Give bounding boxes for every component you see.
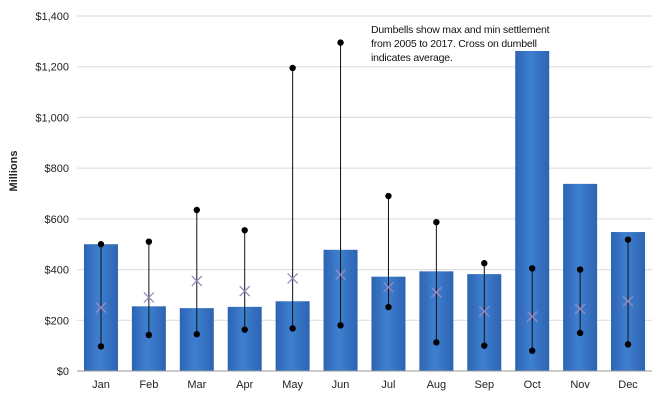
- x-tick-label: Feb: [139, 379, 158, 391]
- dumbbell-min-point: [624, 341, 632, 348]
- gridlines: [77, 15, 652, 321]
- dumbbell-max-point: [481, 260, 488, 267]
- dumbbell-max-point: [624, 236, 632, 243]
- x-tick-label: Oct: [524, 379, 541, 391]
- average-cross-marker: [95, 302, 107, 314]
- x-axis-ticks: Jan Feb Mar Apr May Jun Jul Aug Sep Oct Nov Dec: [92, 379, 638, 391]
- dumbbell-min-point: [337, 322, 344, 329]
- dumbbell-max-point: [97, 241, 105, 248]
- bars: [83, 50, 646, 371]
- dumbbell-max-point: [576, 266, 584, 273]
- dumbbell-min-point: [433, 339, 440, 346]
- x-tick-label: Jul: [381, 379, 395, 391]
- y-tick-label: $1,200: [35, 62, 69, 74]
- average-cross-marker: [335, 269, 347, 281]
- dumbbell-min-point: [193, 331, 200, 338]
- average-cross-marker: [143, 292, 155, 303]
- average-cross-marker: [430, 286, 442, 298]
- dumbbell-max-point: [433, 218, 440, 226]
- average-cross-marker: [287, 272, 299, 284]
- x-tick-label: Mar: [187, 379, 206, 391]
- dumbbell-max-point: [289, 64, 296, 72]
- dumbbell-max-point: [337, 39, 344, 46]
- x-tick-label: May: [282, 379, 303, 391]
- x-tick-label: Jan: [92, 379, 110, 391]
- average-cross-marker: [478, 305, 490, 317]
- dumbbell-min-point: [289, 325, 296, 332]
- x-tick-label: Dec: [618, 379, 638, 391]
- average-cross-marker: [622, 295, 634, 307]
- y-tick-label: $1,400: [35, 11, 69, 23]
- x-tick-label: Aug: [427, 379, 447, 391]
- y-tick-label: $800: [45, 163, 69, 175]
- dumbbell-min-point: [576, 329, 584, 337]
- y-tick-label: $600: [45, 214, 69, 226]
- y-tick-label: $0: [57, 366, 69, 378]
- average-cross-marker: [574, 303, 586, 315]
- y-axis-ticks: $0 $200 $400 $600 $800 $1,000 $1,200 $1,400: [35, 11, 69, 378]
- dumbbell-max-point: [241, 227, 248, 234]
- x-tick-label: Apr: [236, 379, 253, 391]
- x-tick-label: Sep: [475, 379, 495, 391]
- average-cross-marker: [191, 275, 203, 287]
- y-tick-label: $200: [45, 315, 69, 327]
- x-tick-label: Nov: [570, 379, 590, 391]
- average-cross-marker: [239, 285, 251, 297]
- x-tick-label: Jun: [332, 379, 350, 391]
- dumbbell-min-point: [385, 303, 392, 311]
- average-cross-marker: [382, 281, 394, 293]
- dumbbell-min-point: [529, 347, 536, 354]
- average-cross-marker: [526, 311, 538, 322]
- dumbbell-max-point: [145, 238, 153, 245]
- dumbbell-max-point: [529, 265, 536, 272]
- dumbbell-min-point: [97, 343, 105, 350]
- y-axis-title: Millions: [8, 151, 20, 192]
- chart-annotation: Dumbells show max and min settlement fro…: [371, 24, 550, 64]
- dumbbell-max-point: [193, 206, 200, 214]
- dumbbell-min-point: [481, 342, 488, 349]
- y-tick-label: $400: [45, 265, 69, 277]
- dumbbells: [95, 39, 634, 354]
- dumbbell-min-point: [241, 326, 248, 333]
- dumbbell-max-point: [385, 192, 392, 200]
- y-tick-label: $1,000: [35, 112, 69, 124]
- dumbbell-min-point: [145, 331, 153, 339]
